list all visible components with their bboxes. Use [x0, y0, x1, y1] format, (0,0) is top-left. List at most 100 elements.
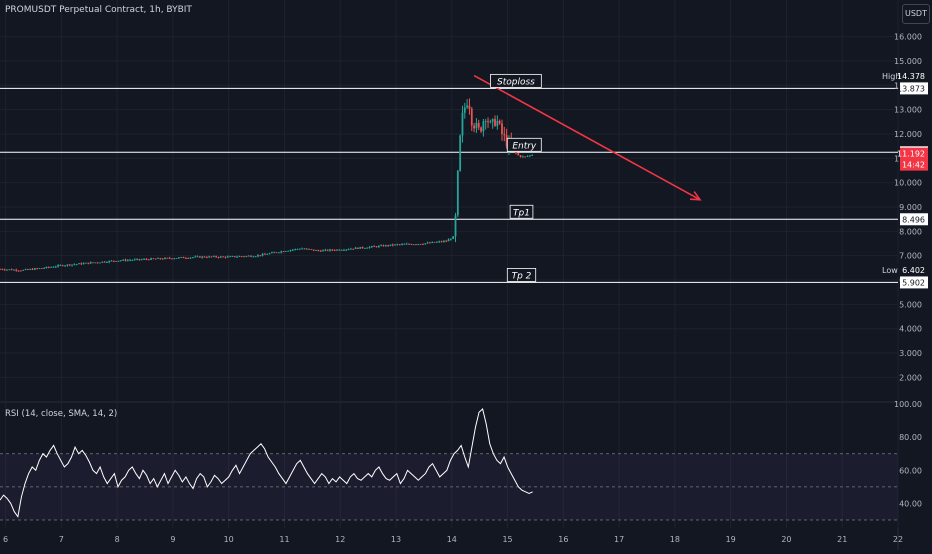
candle-body: [154, 258, 157, 260]
candle-body: [182, 257, 185, 259]
candle-body: [336, 249, 338, 251]
candle-body: [326, 249, 329, 251]
candle-body: [303, 248, 306, 250]
candle-body: [17, 270, 20, 272]
candle-body: [433, 242, 436, 243]
candle-body: [412, 244, 415, 246]
candle-body: [210, 256, 213, 258]
candle-body: [452, 236, 455, 239]
candle-body: [143, 259, 145, 260]
candle-body: [268, 253, 271, 255]
candle-body: [243, 256, 245, 258]
level-price-badge: 13.873: [897, 84, 925, 93]
time-tick-label: 15: [502, 535, 512, 544]
candle-body: [119, 260, 122, 262]
candle-body: [531, 155, 534, 156]
candle-body: [398, 244, 401, 246]
time-tick-label: 22: [893, 535, 903, 544]
currency-button[interactable]: USDT: [902, 4, 930, 24]
level-labels: Stoploss Entry Tp1 Tp 2: [490, 73, 542, 282]
countdown-value: 14:42: [902, 161, 925, 170]
candle-body: [208, 256, 211, 258]
candle-body: [31, 269, 34, 270]
candle-body: [171, 258, 173, 260]
candle-body: [99, 262, 101, 264]
candle-body: [175, 258, 178, 260]
price-tick-label: 12.000: [894, 130, 922, 139]
candle-body: [145, 259, 148, 260]
candle-body: [54, 266, 57, 268]
candle-body: [115, 261, 118, 262]
candle-body: [217, 257, 220, 258]
candle-body: [129, 260, 132, 261]
rsi-series: [0, 408, 898, 521]
candle-body: [245, 256, 248, 257]
candle-body: [191, 257, 194, 259]
candle-body: [8, 269, 11, 271]
price-tick-label: 7.000: [899, 252, 922, 261]
time-tick-label: 7: [59, 535, 64, 544]
candle-body: [45, 266, 48, 269]
candle-body: [1, 269, 4, 270]
candle-body: [73, 264, 76, 266]
candle-body: [329, 249, 331, 251]
candle-body: [391, 244, 394, 246]
candle-body: [449, 238, 452, 240]
level-price-badge: 8.496: [902, 215, 925, 224]
candle-body: [13, 269, 15, 271]
candle-body: [482, 121, 485, 132]
candle-body: [212, 256, 215, 258]
candle-body: [164, 257, 166, 259]
candle-body: [78, 263, 80, 265]
price-tick-label: 16.000: [894, 33, 922, 42]
candle-body: [136, 258, 139, 260]
time-tick-label: 21: [837, 535, 847, 544]
trend-arrow: [473, 74, 702, 201]
candle-body: [347, 249, 350, 251]
rsi-axis[interactable]: 100.00 80.00 60.00 40.00: [894, 400, 922, 508]
candle-body: [489, 121, 492, 123]
rsi-line: [0, 408, 533, 518]
candle-body: [40, 268, 43, 269]
candle-body: [50, 266, 53, 268]
price-tick-label: 13.000: [894, 106, 922, 115]
candle-body: [350, 248, 352, 250]
time-tick-label: 6: [3, 535, 8, 544]
time-tick-label: 8: [115, 535, 120, 544]
candle-body: [456, 170, 459, 216]
candle-body: [140, 259, 143, 261]
level-label-stoploss: Stoploss: [497, 77, 535, 87]
candle-body: [331, 249, 334, 251]
candle-body: [338, 249, 341, 251]
candle-body: [312, 249, 315, 251]
time-axis[interactable]: 6 7 8 9 10 11 12 13 14 15 16 17 18 19 20 21 22: [3, 535, 903, 544]
candle-body: [475, 122, 478, 129]
candle-body: [236, 256, 238, 258]
time-tick-label: 10: [224, 535, 234, 544]
candle-body: [417, 243, 420, 245]
time-tick-label: 20: [781, 535, 791, 544]
trend-arrow-head: [689, 191, 702, 201]
candle-body: [503, 133, 506, 136]
level-label-box-stoploss: [490, 73, 542, 88]
candle-body: [524, 156, 527, 158]
candle-body: [126, 260, 129, 261]
candle-body: [85, 262, 87, 264]
candle-body: [64, 265, 66, 267]
candle-body: [61, 265, 64, 266]
time-tick-label: 18: [670, 535, 680, 544]
candle-body: [257, 255, 259, 257]
candle-body: [66, 264, 69, 266]
candle-body: [373, 246, 376, 247]
candle-body: [26, 269, 29, 271]
candle-body: [461, 112, 464, 136]
candle-body: [36, 268, 39, 270]
price-tick-label: 2.000: [899, 373, 922, 382]
candle-body: [384, 245, 387, 247]
candle-body: [463, 107, 466, 113]
candle-body: [87, 262, 90, 264]
candle-body: [147, 259, 150, 261]
